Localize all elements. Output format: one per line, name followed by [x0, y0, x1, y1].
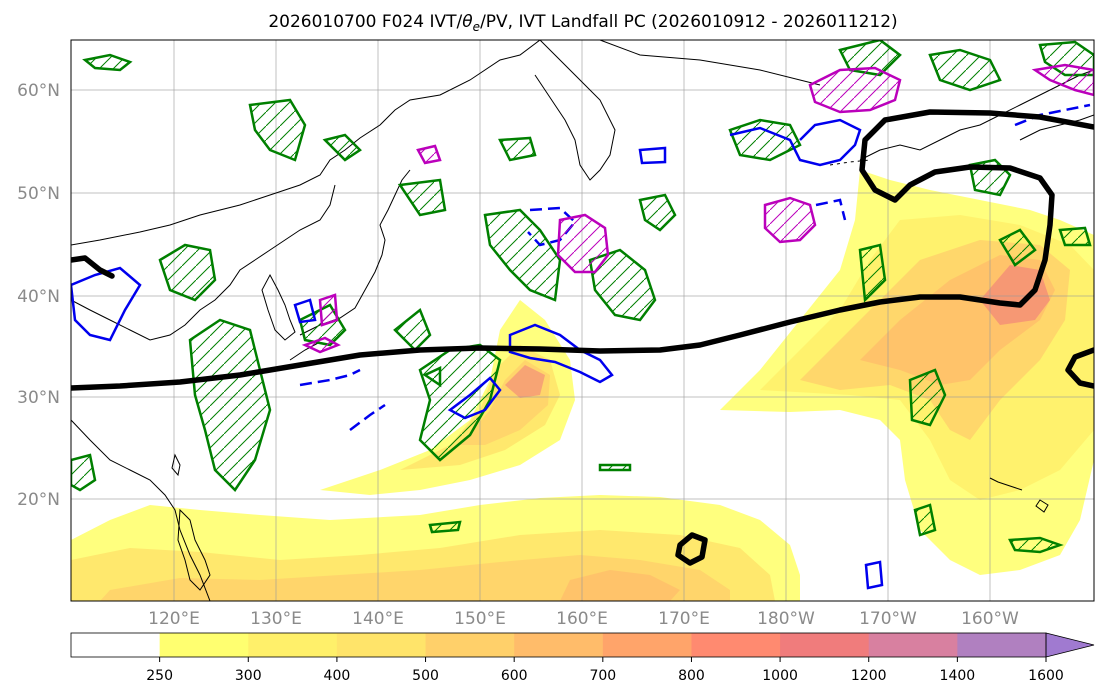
colorbar-cell	[425, 633, 515, 657]
colorbar-tick-label: 700	[589, 668, 616, 684]
longitude-labels: 120°E 130°E 140°E 150°E 160°E 170°E 180°…	[148, 609, 1019, 629]
colorbar-cell	[514, 633, 604, 657]
colorbar-cell	[248, 633, 338, 657]
colorbar-tick-label: 500	[412, 668, 439, 684]
colorbar-tick-label: 1600	[1028, 668, 1064, 684]
lat-label-50: 50°N	[17, 184, 60, 204]
ivt-shading	[71, 170, 1094, 601]
lon-label-140e: 140°E	[352, 609, 404, 629]
colorbar-cell	[71, 633, 161, 657]
colorbar-cell	[957, 633, 1047, 657]
colorbar-cell	[868, 633, 958, 657]
lat-label-20: 20°N	[17, 490, 60, 510]
map-area	[71, 40, 1094, 601]
theta-e-contours	[71, 109, 1094, 566]
colorbar-cell	[691, 633, 781, 657]
ivt-colorbar: 250 300 400 500 600 700 800 1000 1200 1400 1600	[70, 632, 1095, 684]
map-frame	[70, 39, 1095, 602]
colorbar-tick-label: 600	[501, 668, 528, 684]
colorbar-tick-label: 1000	[762, 668, 798, 684]
colorbar-cell	[780, 633, 870, 657]
lon-label-150e: 150°E	[454, 609, 506, 629]
latitude-labels: 60°N 50°N 40°N 30°N 20°N	[17, 81, 60, 510]
lat-label-60: 60°N	[17, 81, 60, 101]
lat-label-30: 30°N	[17, 388, 60, 408]
colorbar-frame	[70, 632, 1047, 658]
figure-title: 2026010700 F024 IVT/θe/PV, IVT Landfall …	[268, 12, 897, 34]
lon-label-120e: 120°E	[148, 609, 200, 629]
colorbar-cell	[602, 633, 692, 657]
lon-label-170w: 170°W	[859, 609, 917, 629]
lon-label-160w: 160°W	[961, 609, 1019, 629]
colorbar-tick-label: 1400	[940, 668, 976, 684]
colorbar-tick-label: 250	[146, 668, 173, 684]
colorbar-tick-label: 800	[678, 668, 705, 684]
colorbar-tick-label: 400	[324, 668, 351, 684]
lat-label-40: 40°N	[17, 287, 60, 307]
colorbar-tick-label: 1200	[851, 668, 887, 684]
colorbar-extend-arrow	[1045, 632, 1095, 658]
colorbar-tick-label: 300	[235, 668, 262, 684]
colorbar-cell	[159, 633, 249, 657]
lon-label-130e: 130°E	[250, 609, 302, 629]
lon-label-180w: 180°W	[757, 609, 815, 629]
lon-label-170e: 170°E	[658, 609, 710, 629]
lon-label-160e: 160°E	[556, 609, 608, 629]
pv-magenta-contours	[301, 63, 1094, 354]
colorbar-cell	[336, 633, 427, 657]
